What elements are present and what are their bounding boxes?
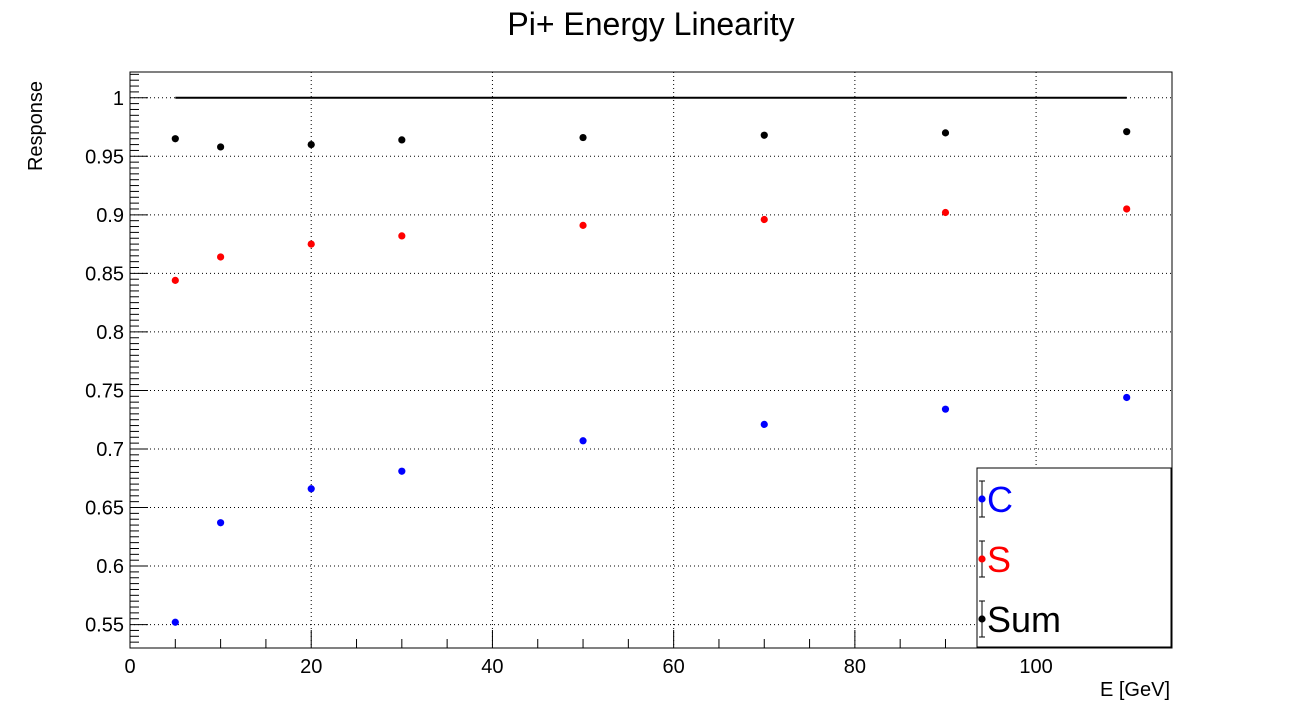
y-tick-label: 0.7 [96,439,124,461]
data-point-c [171,618,179,626]
x-axis-title: E [GeV] [1100,679,1170,701]
x-tick-label: 40 [481,656,503,678]
data-point-sum [171,135,179,143]
legend-label-c: C [987,479,1013,520]
data-point-sum [579,133,587,142]
legend-marker-sum [978,615,986,623]
data-point-c [579,437,587,445]
data-point-sum [307,140,315,149]
data-point-sum [398,136,406,144]
data-point-c [1123,393,1131,402]
data-point-s [171,276,179,284]
data-point-s [398,232,406,240]
x-tick-label: 80 [844,656,866,678]
data-point-s [1123,205,1131,213]
legend-box [976,467,1172,648]
axes: 0 20 40 60 80 100 0.55 0.6 0.65 0.7 0.75 0.8 0.85 0.9… [85,73,1173,678]
x-tick-label: 100 [1019,656,1052,678]
y-axis-title: Response [25,81,47,171]
data-point-sum [760,131,768,139]
data-point-c [941,405,950,413]
y-tick-label: 0.85 [85,263,124,285]
legend-label-s: S [987,539,1011,580]
data-points [171,128,1131,626]
chart-title: Pi+ Energy Linearity [507,6,794,42]
y-tick-label: 0.65 [85,498,124,520]
x-tick-label: 0 [124,656,135,678]
data-point-c [398,467,406,475]
y-tick-label: 0.8 [96,322,124,344]
data-point-c [760,420,768,428]
legend-marker-c [978,495,986,503]
x-tick-label: 60 [663,656,685,678]
data-point-s [760,215,768,224]
y-tick-label: 0.55 [85,615,124,637]
y-tick-label: 1 [113,88,124,110]
plot-frame [129,71,1173,649]
data-point-sum [1123,128,1131,136]
data-point-s [941,208,950,217]
legend: CS Sum [976,467,1172,648]
data-point-sum [941,129,950,137]
data-point-s [217,253,225,261]
legend-marker-s [978,555,986,563]
y-tick-label: 0.9 [96,205,124,227]
data-point-s [307,240,315,248]
y-tick-label: 0.6 [96,556,124,578]
y-tick-label: 0.75 [85,380,124,402]
x-tick-label: 20 [300,656,322,678]
data-point-s [579,221,587,229]
data-point-c [307,485,315,493]
legend-label-sum: Sum [987,599,1061,640]
data-point-c [217,519,225,527]
data-point-sum [217,143,225,151]
y-tick-label: 0.95 [85,146,124,168]
